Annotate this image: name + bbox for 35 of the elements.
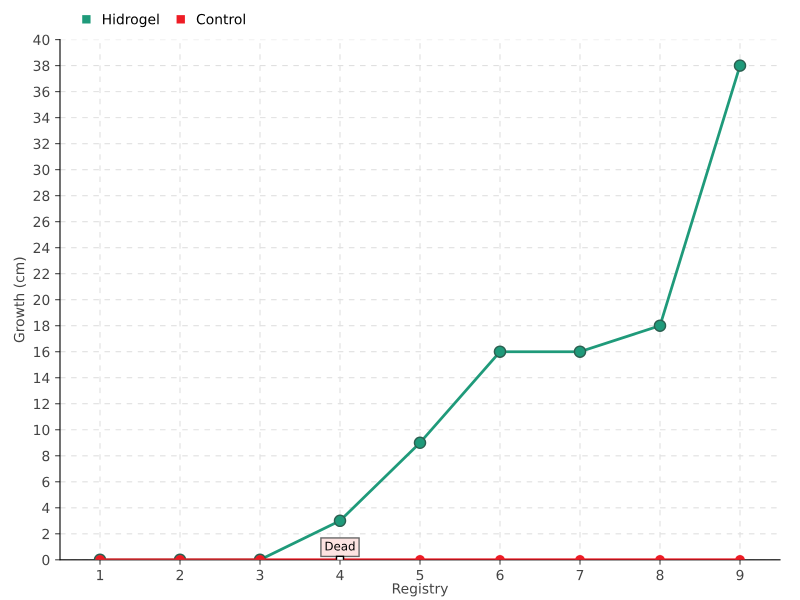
y-tick-label: 6 — [42, 476, 50, 488]
y-tick-label: 0 — [42, 554, 50, 566]
y-tick-label: 16 — [34, 346, 50, 358]
x-tick-label: 1 — [97, 570, 104, 580]
y-tick-label: 18 — [34, 320, 50, 332]
y-tick-label: 26 — [34, 216, 50, 228]
x-tick-label: 7 — [576, 570, 584, 580]
x-tick-label: 3 — [256, 570, 264, 580]
annotation: Dead — [326, 541, 354, 551]
x-tick-label: 6 — [496, 570, 504, 580]
x-tick-label: 4 — [336, 570, 344, 580]
y-tick-label: 12 — [34, 398, 49, 410]
y-tick-label: 24 — [34, 242, 50, 253]
y-tick-label: 28 — [34, 190, 50, 202]
y-tick-label: 34 — [34, 112, 50, 124]
y-tick-label: 38 — [34, 60, 50, 72]
y-axis-title: Growth (cm) — [14, 258, 26, 342]
legend-label: Control — [196, 14, 245, 24]
y-tick-label: 40 — [33, 34, 50, 46]
x-axis-title: Registry — [392, 582, 448, 596]
y-tick-label: 36 — [34, 86, 50, 98]
y-tick-label: 20 — [34, 294, 50, 306]
y-tick-label: 8 — [42, 450, 50, 462]
legend-label: Hidrogel — [103, 14, 159, 28]
x-tick-label: 2 — [176, 570, 184, 580]
y-tick-label: 14 — [34, 372, 50, 384]
y-tick-label: 32 — [34, 138, 49, 150]
x-tick-label: 8 — [656, 570, 664, 580]
y-tick-label: 22 — [34, 268, 49, 279]
y-tick-label: 2 — [42, 528, 49, 540]
y-tick-label: 10 — [34, 424, 50, 436]
y-tick-label: 4 — [42, 502, 50, 514]
x-tick-label: 9 — [736, 570, 744, 580]
x-tick-label: 5 — [416, 570, 424, 580]
y-tick-label: 30 — [34, 164, 50, 176]
